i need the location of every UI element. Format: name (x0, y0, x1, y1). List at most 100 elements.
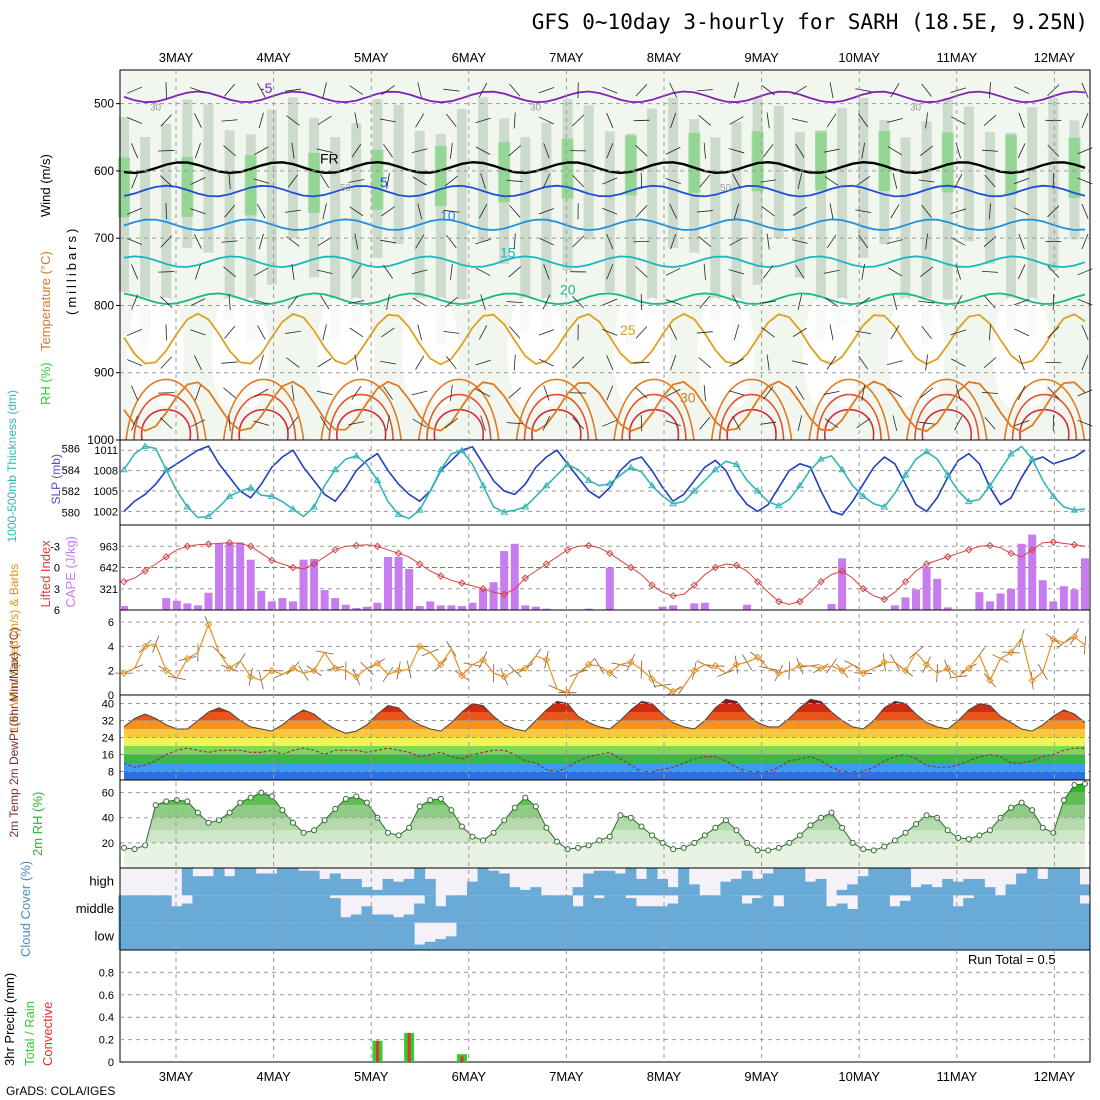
lifted-index-point (1070, 541, 1079, 549)
wind-barb (513, 354, 516, 371)
lifted-index-point (986, 541, 994, 550)
y-tick-label: 600 (94, 164, 114, 178)
cloud-cell-low (150, 922, 162, 950)
temp-tick-label: 32 (102, 716, 114, 728)
cape-bar (215, 543, 224, 610)
cloud-cell-low (551, 922, 563, 950)
cloud-cell-low (973, 922, 985, 950)
wind-barb (918, 421, 935, 425)
bottom-date-label: 5MAY (354, 1069, 389, 1084)
rh-point (480, 837, 487, 844)
wind-barb (381, 206, 395, 217)
wind-barb (412, 297, 427, 307)
wind-barb (444, 175, 458, 187)
lifted-index-point (500, 590, 508, 599)
cloud-cell-low (498, 922, 510, 950)
wind-barb (728, 148, 745, 154)
cloud-cell-low (192, 922, 204, 950)
wind-barb (190, 419, 206, 428)
temperature-contour-10 (123, 218, 1086, 232)
cloud-cell-low (139, 922, 151, 950)
wind-barb (287, 416, 299, 430)
temperature-contour-25 (123, 312, 1086, 366)
cloud-cell-low (815, 922, 827, 950)
temp-band (124, 754, 1085, 763)
thickness-point (922, 447, 931, 455)
thickness-point (458, 446, 466, 454)
precip-label: 3hr Precip (mm) (2, 973, 17, 1066)
wind-barb (763, 265, 774, 279)
cloud-cell-middle (445, 895, 457, 923)
top-date-label: 5MAY (354, 50, 389, 65)
cloud-cell-high (382, 878, 394, 896)
cloud-cell-middle (910, 895, 922, 923)
thickness-point (542, 481, 551, 489)
wind-barb (1013, 298, 1030, 306)
wind-barb (665, 146, 681, 155)
cloud-cell-middle (562, 895, 574, 923)
lifted-index-point (542, 560, 551, 568)
thickness-point (605, 479, 614, 487)
wind-barb (415, 113, 425, 128)
cloud-cell-low (752, 922, 764, 950)
cloud-cell-low (889, 922, 901, 950)
thickness-point (1007, 449, 1015, 457)
wind-barb (320, 416, 330, 431)
wind-barb (797, 173, 803, 189)
wind-point (669, 687, 677, 696)
cloud-cell-low (129, 922, 141, 950)
cloud-cell-high (1016, 873, 1028, 896)
wind-barb (954, 415, 963, 431)
wind-barb (543, 143, 550, 159)
lifted-index-point (204, 540, 213, 548)
precip-panel-frame (119, 949, 1091, 1063)
cloud-cell-high (572, 887, 584, 896)
wind-point (1070, 633, 1079, 641)
wind-barb (443, 209, 460, 213)
wind-barb (221, 119, 238, 122)
thickness-point (817, 455, 825, 462)
wind-barb (475, 267, 491, 276)
cloud-cell-high (192, 876, 204, 896)
cloud-cell-middle (1058, 895, 1070, 923)
rh-band (647, 108, 658, 314)
wind-barb (823, 269, 840, 274)
cloud-cell-low (519, 922, 531, 950)
wind-point (183, 654, 192, 663)
rh-band (921, 121, 932, 346)
cloud-cell-low (435, 939, 447, 950)
wind-point (732, 660, 741, 669)
thickness-point (289, 505, 297, 512)
cloud-cell-high (287, 868, 299, 896)
wind-barb (224, 83, 236, 97)
lifted-index-point (796, 597, 804, 606)
rh-point (532, 803, 539, 810)
cloud-cell-high (361, 887, 373, 896)
wind-barb (509, 83, 521, 97)
rh-band (900, 137, 911, 307)
cloud-cell-low (709, 922, 721, 950)
wind-barb (983, 357, 997, 369)
rh-band (668, 97, 679, 249)
wind-barb (127, 328, 143, 336)
cape-bar (225, 542, 234, 610)
thickness-point (246, 483, 255, 491)
cloud-cell-high (1047, 868, 1059, 896)
upper-air-ylabel: RH (%) Temperature (°C) Wind (m/s) (38, 154, 53, 405)
cloud-cell-middle (371, 914, 383, 923)
cloud-cell-middle (150, 895, 162, 923)
warm-contour-30 (515, 378, 598, 441)
wind-barb (1014, 86, 1030, 94)
wind-barb (665, 420, 681, 427)
warm-contour-35 (328, 393, 394, 441)
cloud-cell-middle (752, 898, 764, 923)
y-tick-label: 800 (94, 298, 114, 312)
contour-label-10: 10 (440, 208, 456, 224)
top-date-label: 11MAY (936, 50, 977, 65)
cloud-cell-high (477, 868, 489, 896)
cloud-cell-high (1026, 868, 1038, 896)
cloud-cell-high (667, 887, 679, 896)
rh-point (152, 802, 159, 809)
wind-barb (480, 294, 486, 310)
rh-point (522, 794, 529, 801)
